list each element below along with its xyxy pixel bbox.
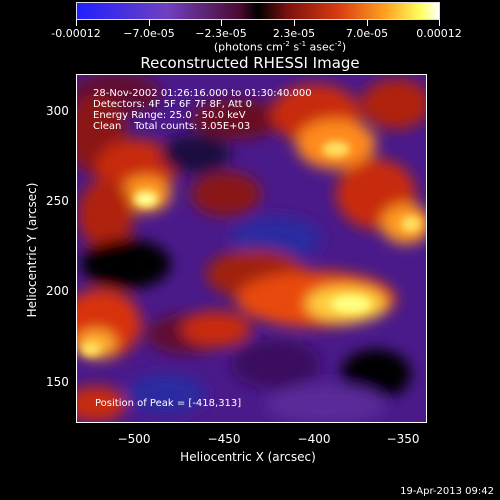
colorbar-tick (76, 20, 77, 26)
y-tick-label: 150 (46, 375, 69, 389)
y-axis-label: Heliocentric Y (arcsec) (25, 182, 39, 318)
info-line-energy: Energy Range: 25.0 - 50.0 keV (93, 110, 246, 121)
colorbar-tick (367, 20, 368, 26)
observation-info: 28-Nov-2002 01:26:16.000 to 01:30:40.000… (93, 88, 312, 132)
colorbar-tick (149, 20, 150, 26)
colorbar-label: 7.0e-05 (345, 27, 389, 40)
x-tick-label: −450 (207, 432, 241, 446)
peak-position: Position of Peak = [-418,313] (95, 398, 242, 409)
colorbar-units: (photons cm-2 s-1 asec-2) (213, 40, 347, 54)
x-tick-label: −500 (117, 432, 151, 446)
colorbar (76, 2, 440, 20)
colorbar-tick (439, 20, 440, 26)
timestamp: 19-Apr-2013 09:42 (400, 486, 494, 497)
colorbar-label: −2.3e-05 (195, 27, 247, 40)
colorbar-label: -0.00012 (51, 27, 101, 40)
x-tick-label: −350 (386, 432, 420, 446)
heatmap-plot (76, 74, 427, 423)
info-line-time: 28-Nov-2002 01:26:16.000 to 01:30:40.000 (93, 88, 312, 99)
colorbar-label: 0.00012 (416, 27, 462, 40)
colorbar-tick (294, 20, 295, 26)
chart-title: Reconstructed RHESSI Image (140, 54, 360, 72)
x-axis-label: Heliocentric X (arcsec) (180, 450, 316, 464)
colorbar-label: 2.3e-05 (272, 27, 316, 40)
colorbar-tick (221, 20, 222, 26)
heatmap-field (76, 74, 427, 423)
y-tick-label: 300 (46, 104, 69, 118)
info-line-detectors: Detectors: 4F 5F 6F 7F 8F, Att 0 (93, 99, 253, 110)
y-tick-label: 200 (46, 284, 69, 298)
colorbar-label: −7.0e-05 (123, 27, 175, 40)
info-line-clean: Clean Total counts: 3.05E+03 (93, 121, 251, 132)
x-tick-label: −400 (297, 432, 331, 446)
y-tick-label: 250 (46, 194, 69, 208)
